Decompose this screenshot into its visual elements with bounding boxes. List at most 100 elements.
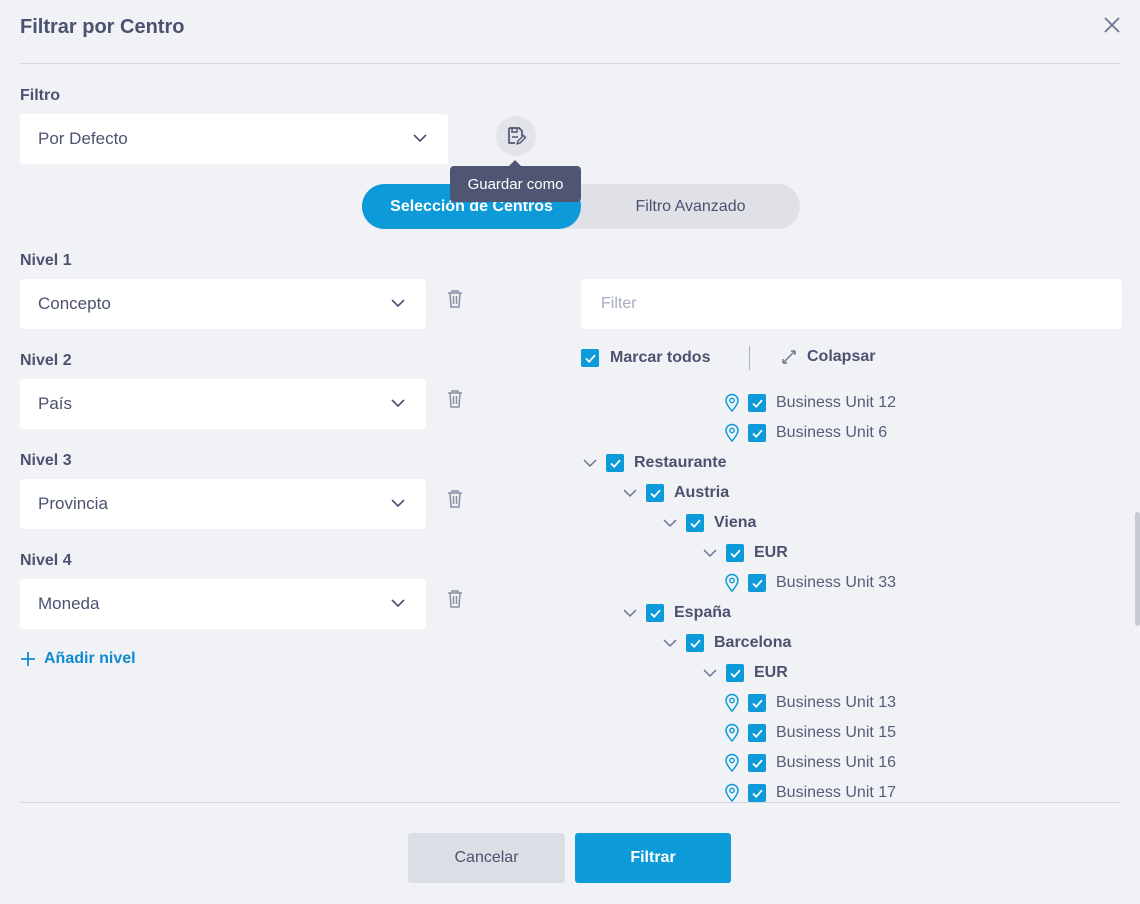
level-3-value: Provincia	[38, 494, 108, 513]
map-pin-icon	[725, 723, 739, 743]
tree-checkbox[interactable]	[686, 634, 704, 652]
tree-node-label[interactable]: EUR	[754, 544, 788, 561]
tree-leaf-label[interactable]: Business Unit 13	[776, 694, 897, 711]
tab-advanced[interactable]: Filtro Avanzado	[635, 197, 746, 215]
tree-checkbox[interactable]	[726, 664, 744, 682]
trash-icon[interactable]	[446, 289, 464, 309]
checkbox-checked-icon	[751, 399, 763, 408]
collapse-label: Colapsar	[807, 348, 876, 365]
view-toggle: Selección de Centros Filtro Avanzado	[362, 184, 800, 229]
mark-all-checkbox[interactable]	[581, 349, 599, 367]
map-pin-icon	[725, 693, 739, 713]
level-1-value: Concepto	[38, 294, 111, 313]
checkbox-checked-icon	[751, 729, 763, 738]
tree-leaf-label[interactable]: Business Unit 15	[776, 724, 897, 741]
checkbox-checked-icon	[729, 669, 741, 678]
close-icon[interactable]	[1102, 15, 1122, 35]
tree-search-input[interactable]	[581, 279, 1122, 329]
dialog-title: Filtrar por Centro	[20, 16, 185, 38]
collapse-button[interactable]: Colapsar	[781, 348, 875, 366]
tree-checkbox[interactable]	[748, 754, 766, 772]
trash-icon[interactable]	[446, 389, 464, 409]
tree-checkbox[interactable]	[646, 484, 664, 502]
tree-checkbox[interactable]	[606, 454, 624, 472]
save-as-button[interactable]	[496, 116, 536, 156]
tree-node-label[interactable]: Restaurante	[634, 454, 727, 471]
level-4-select[interactable]: Moneda	[20, 579, 426, 629]
chevron-down-icon[interactable]	[662, 518, 678, 528]
level-1-select[interactable]: Concepto	[20, 279, 426, 329]
tree-checkbox[interactable]	[748, 784, 766, 802]
level-3-label: Nivel 3	[20, 452, 72, 469]
tree-leaf-label[interactable]: Business Unit 16	[776, 754, 897, 771]
save-as-icon	[508, 127, 527, 145]
tree-node-label[interactable]: EUR	[754, 664, 788, 681]
footer-divider	[20, 802, 1121, 803]
checkbox-checked-icon	[649, 489, 661, 498]
tree-checkbox[interactable]	[646, 604, 664, 622]
add-level-button[interactable]: Añadir nivel	[20, 648, 136, 670]
tree-node-label[interactable]: Barcelona	[714, 634, 792, 651]
level-4-value: Moneda	[38, 594, 100, 613]
map-pin-icon	[725, 393, 739, 413]
checkbox-checked-icon	[609, 459, 621, 468]
tree-checkbox[interactable]	[748, 424, 766, 442]
checkbox-checked-icon	[689, 519, 701, 528]
tree-node-label[interactable]: Viena	[714, 514, 757, 531]
map-pin-icon	[725, 783, 739, 802]
tree-leaf-label[interactable]: Business Unit 12	[776, 394, 897, 411]
scrollbar-thumb[interactable]	[1135, 512, 1140, 626]
tree-node-label[interactable]: Austria	[674, 484, 730, 501]
level-4-label: Nivel 4	[20, 552, 72, 569]
level-2-label: Nivel 2	[20, 352, 72, 369]
chevron-down-icon[interactable]	[702, 668, 718, 678]
map-pin-icon	[725, 423, 739, 443]
map-pin-icon	[725, 573, 739, 593]
map-pin-icon	[725, 753, 739, 773]
tree-checkbox[interactable]	[748, 574, 766, 592]
tree-checkbox[interactable]	[686, 514, 704, 532]
tree-checkbox[interactable]	[748, 724, 766, 742]
cancel-button[interactable]: Cancelar	[408, 833, 565, 883]
checkbox-checked-icon	[751, 429, 763, 438]
checkbox-checked-icon	[751, 699, 763, 708]
tree-checkbox[interactable]	[748, 694, 766, 712]
tree-leaf-label[interactable]: Business Unit 33	[776, 574, 897, 591]
tree-leaf-label[interactable]: Business Unit 6	[776, 424, 888, 441]
chevron-down-icon[interactable]	[622, 608, 638, 618]
chevron-down-icon	[391, 599, 405, 608]
chevron-down-icon	[391, 499, 405, 508]
checkbox-checked-icon	[649, 609, 661, 618]
mark-all-label[interactable]: Marcar todos	[610, 349, 711, 366]
level-1-label: Nivel 1	[20, 252, 72, 269]
chevron-down-icon	[391, 399, 405, 408]
add-level-label: Añadir nivel	[44, 650, 136, 667]
filter-button[interactable]: Filtrar	[575, 833, 731, 883]
checkbox-checked-icon	[751, 579, 763, 588]
trash-icon[interactable]	[446, 489, 464, 509]
filter-label: Filtro	[20, 87, 60, 104]
level-2-select[interactable]: País	[20, 379, 426, 429]
center-tree: Business Unit 12 Business Unit 6 Restauran…	[560, 385, 1130, 802]
plus-icon	[21, 652, 35, 666]
trash-icon[interactable]	[446, 589, 464, 609]
tree-checkbox[interactable]	[748, 394, 766, 412]
header-divider	[20, 63, 1121, 64]
toolbar-separator	[749, 346, 750, 370]
checkbox-checked-icon	[689, 639, 701, 648]
checkbox-checked-icon	[751, 789, 763, 798]
tree-node-label[interactable]: España	[674, 604, 731, 621]
checkbox-checked-icon	[729, 549, 741, 558]
tree-checkbox[interactable]	[726, 544, 744, 562]
checkbox-checked-icon	[751, 759, 763, 768]
chevron-down-icon	[413, 134, 427, 143]
level-3-select[interactable]: Provincia	[20, 479, 426, 529]
level-2-value: País	[38, 394, 73, 413]
chevron-down-icon[interactable]	[582, 458, 598, 468]
chevron-down-icon	[391, 299, 405, 308]
chevron-down-icon[interactable]	[702, 548, 718, 558]
filter-select[interactable]: Por Defecto	[20, 114, 448, 164]
tree-leaf-label[interactable]: Business Unit 17	[776, 784, 897, 801]
chevron-down-icon[interactable]	[662, 638, 678, 648]
chevron-down-icon[interactable]	[622, 488, 638, 498]
